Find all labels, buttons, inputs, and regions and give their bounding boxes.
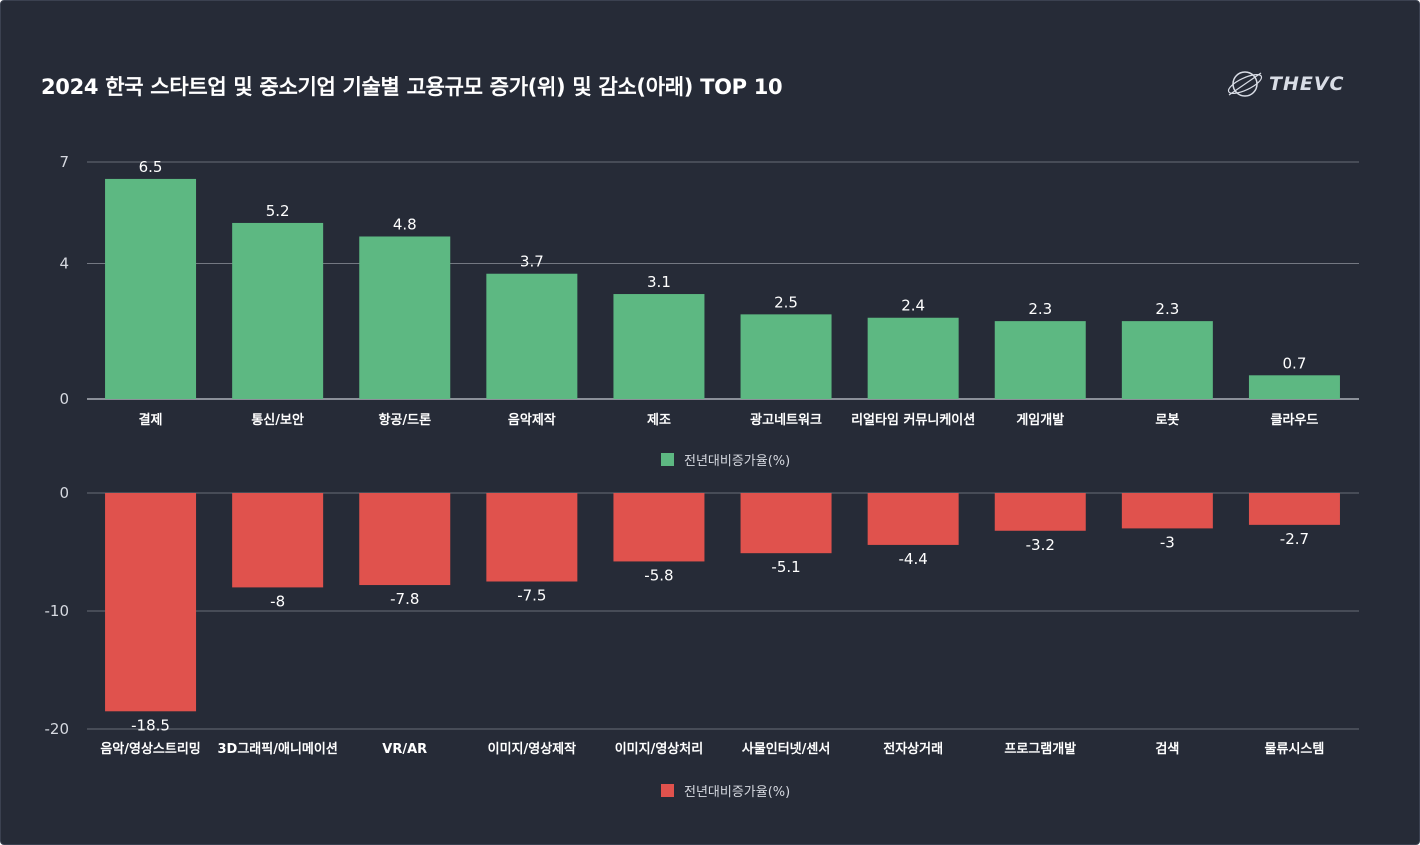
data-label: 3.7 xyxy=(520,253,544,271)
data-label: -7.8 xyxy=(390,590,419,608)
category-label: 광고네트워크 xyxy=(750,412,822,428)
bar xyxy=(105,493,197,712)
category-label: 로봇 xyxy=(1155,413,1179,428)
data-label: -5.1 xyxy=(771,558,800,576)
bar xyxy=(359,493,451,586)
category-label: 통신/보안 xyxy=(251,412,304,428)
data-label: 6.5 xyxy=(139,158,163,176)
bar xyxy=(105,178,197,399)
data-label: -18.5 xyxy=(131,716,170,734)
category-label: 3D그래픽/애니메이션 xyxy=(218,741,338,757)
category-label: 전자상거래 xyxy=(883,741,943,757)
category-label: 클라우드 xyxy=(1271,412,1319,428)
y-tick-label: 4 xyxy=(59,255,69,273)
bar xyxy=(613,294,705,399)
y-tick-label: -10 xyxy=(45,602,70,620)
data-label: -3 xyxy=(1160,533,1175,551)
category-label: 음악/영상스트리밍 xyxy=(100,741,200,757)
bar xyxy=(994,493,1086,531)
data-label: 2.5 xyxy=(774,293,798,311)
category-label: 제조 xyxy=(647,413,671,428)
y-tick-label: 7 xyxy=(59,153,69,171)
bar xyxy=(867,493,959,545)
category-label: 물류시스템 xyxy=(1265,742,1325,757)
category-label: 게임개발 xyxy=(1016,412,1064,428)
bar xyxy=(232,493,324,588)
category-label: 이미지/영상처리 xyxy=(615,741,703,757)
bar xyxy=(1121,321,1213,399)
legend-swatch xyxy=(661,784,674,797)
globe-logo-icon xyxy=(1227,71,1263,97)
y-tick-label: -20 xyxy=(45,720,70,738)
data-label: -5.8 xyxy=(644,566,673,584)
thevc-logo: THEVC xyxy=(1225,63,1365,105)
category-label: 사물인터넷/센서 xyxy=(742,741,830,757)
bar xyxy=(994,321,1086,399)
category-label: VR/AR xyxy=(382,742,427,757)
bar xyxy=(740,493,832,554)
data-label: 2.4 xyxy=(901,297,925,315)
category-label: 결제 xyxy=(139,412,163,428)
data-label: 0.7 xyxy=(1283,354,1307,372)
bar xyxy=(1121,493,1213,529)
data-label: 5.2 xyxy=(266,202,290,220)
data-label: -7.5 xyxy=(517,587,546,605)
data-label: 2.3 xyxy=(1028,300,1052,318)
bar xyxy=(1248,493,1340,525)
bar xyxy=(232,222,324,399)
category-label: 음악제작 xyxy=(508,412,556,428)
data-label: -2.7 xyxy=(1280,530,1309,548)
category-label: 프로그램개발 xyxy=(1004,741,1076,757)
data-label: -4.4 xyxy=(899,550,928,568)
category-label: 리얼타임 커뮤니케이션 xyxy=(851,412,975,428)
bar xyxy=(613,493,705,562)
data-label: 4.8 xyxy=(393,215,417,233)
data-label: 3.1 xyxy=(647,273,671,291)
category-label: 이미지/영상제작 xyxy=(488,741,577,757)
bar xyxy=(486,493,578,582)
decrease-chart: 0 -10 -20 -18.5 음악/영상스트리밍 -8 3D그래픽/애니메이션 -7.8 VR… xyxy=(45,484,1359,800)
bar xyxy=(867,317,959,399)
legend-label: 전년대비증가율(%) xyxy=(684,454,790,469)
category-label: 검색 xyxy=(1155,742,1179,757)
bar xyxy=(1248,375,1340,399)
data-label: -8 xyxy=(270,592,285,610)
bar xyxy=(486,273,578,399)
legend-label: 전년대비증가율(%) xyxy=(684,785,790,800)
data-label: 2.3 xyxy=(1155,300,1179,318)
bar xyxy=(740,314,832,399)
logo-text: THEVC xyxy=(1269,73,1345,95)
chart-title: 2024 한국 스타트업 및 중소기업 기술별 고용규모 증가(위) 및 감소(… xyxy=(41,75,783,99)
category-label: 항공/드론 xyxy=(378,412,431,428)
y-tick-label: 0 xyxy=(59,484,69,502)
y-tick-label: 0 xyxy=(59,390,69,408)
increase-chart: 0 4 7 6.5 결제 5.2 통신/보안 4.8 항공/드론 3.7 음악제작 3.1 제조 2.5 광… xyxy=(59,153,1359,469)
data-label: -3.2 xyxy=(1026,536,1055,554)
legend-swatch xyxy=(661,453,674,466)
bar xyxy=(359,236,451,399)
